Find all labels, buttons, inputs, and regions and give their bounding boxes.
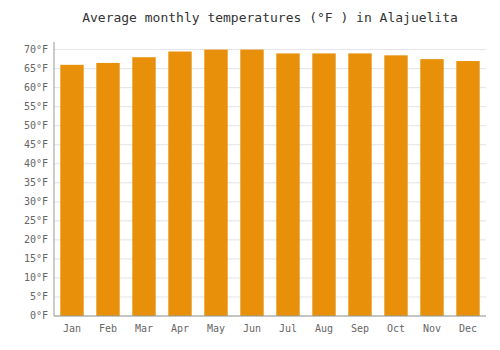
bar <box>312 53 335 316</box>
page: {"chart_data": { "type": "bar", "title":… <box>0 0 500 350</box>
bar <box>384 55 407 316</box>
y-tick-label: 30°F <box>24 196 48 207</box>
x-tick-label: Sep <box>351 323 369 334</box>
y-tick-label: 0°F <box>30 310 48 321</box>
y-tick-label: 15°F <box>24 253 48 264</box>
x-tick-label: Aug <box>315 323 333 334</box>
y-tick-label: 25°F <box>24 215 48 226</box>
y-tick-label: 35°F <box>24 177 48 188</box>
y-tick-label: 20°F <box>24 234 48 245</box>
bar <box>96 63 119 316</box>
y-tick-label: 45°F <box>24 139 48 150</box>
grid-line <box>54 316 486 317</box>
x-tick-label: Jun <box>243 323 261 334</box>
bar <box>132 57 155 316</box>
x-tick-label: Feb <box>99 323 117 334</box>
y-tick-label: 65°F <box>24 63 48 74</box>
bar <box>60 65 83 316</box>
title: Average monthly temperatures (°F ) in Al… <box>82 10 458 25</box>
y-tick-label: 60°F <box>24 82 48 93</box>
bar <box>240 50 263 316</box>
bar <box>276 53 299 316</box>
x-tick-label: May <box>207 323 225 334</box>
grid <box>54 50 486 316</box>
y-tick-label: 50°F <box>24 120 48 131</box>
y-tick-label: 40°F <box>24 158 48 169</box>
x-tick-label: Mar <box>135 323 153 334</box>
x-axis-line <box>54 316 486 317</box>
background <box>0 0 500 350</box>
bar <box>456 61 479 316</box>
x-tick-labels: Jan Feb Mar Apr May Jun Jul Aug Sep Oct Nov Dec <box>63 323 477 334</box>
y-tick-label: 5°F <box>30 291 48 302</box>
y-tick-label: 55°F <box>24 101 48 112</box>
y-tick-label: 10°F <box>24 272 48 283</box>
bar <box>348 53 371 316</box>
chart: Average monthly temperatures (°F ) in Al… <box>0 0 500 350</box>
y-axis-line <box>54 42 55 316</box>
y-tick-labels: 0°F 5°F 10°F 15°F 20°F 25°F 30°F 35°F 40°F 45°F 50… <box>24 44 48 321</box>
x-tick-label: Dec <box>459 323 477 334</box>
grid-line <box>54 49 486 50</box>
bar <box>168 52 191 316</box>
x-tick-label: Oct <box>387 323 405 334</box>
y-tick-label: 70°F <box>24 44 48 55</box>
bars <box>60 50 479 316</box>
x-tick-label: Jan <box>63 323 81 334</box>
bar <box>204 50 227 316</box>
x-tick-label: Nov <box>423 323 441 334</box>
x-tick-label: Jul <box>279 323 297 334</box>
bar <box>420 59 443 316</box>
x-tick-label: Apr <box>171 323 189 334</box>
